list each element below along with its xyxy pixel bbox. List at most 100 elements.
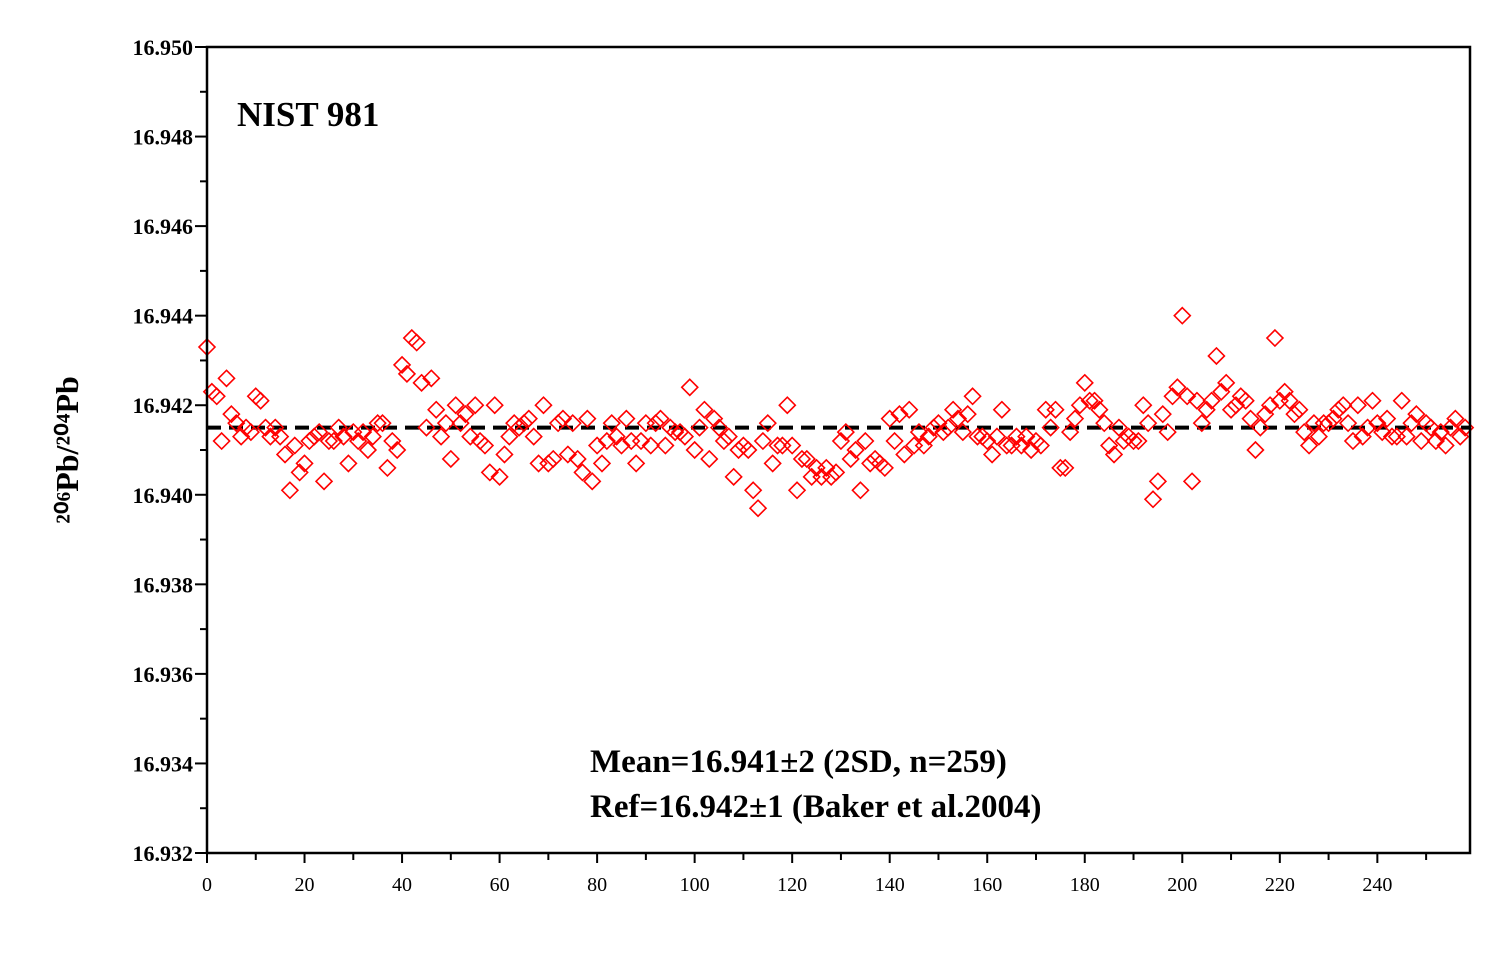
x-tick-label: 0 bbox=[202, 874, 212, 896]
data-point bbox=[1382, 427, 1402, 446]
data-point bbox=[285, 436, 304, 455]
data-point bbox=[509, 418, 529, 437]
data-point bbox=[271, 427, 290, 446]
data-point bbox=[305, 427, 324, 446]
data-point bbox=[1407, 405, 1426, 424]
data-point bbox=[422, 369, 441, 388]
data-point bbox=[1436, 436, 1455, 455]
data-point bbox=[1095, 414, 1114, 433]
data-point bbox=[739, 440, 758, 460]
data-point bbox=[841, 449, 860, 469]
data-point bbox=[1031, 436, 1051, 455]
data-point bbox=[1319, 414, 1338, 433]
data-point bbox=[324, 431, 343, 451]
data-point bbox=[451, 414, 470, 433]
x-tick-label: 40 bbox=[392, 874, 412, 896]
data-point bbox=[1402, 414, 1421, 433]
x-tick-label: 140 bbox=[875, 874, 905, 896]
annotation: Mean=16.941±2 (2SD, n=259) bbox=[590, 744, 1007, 780]
data-point bbox=[392, 355, 412, 375]
annotation: Ref=16.942±1 (Baker et al.2004) bbox=[590, 789, 1041, 825]
data-point bbox=[875, 458, 894, 478]
data-point bbox=[831, 431, 851, 451]
y-tick-label: 16.944 bbox=[133, 304, 194, 329]
data-point bbox=[934, 422, 953, 442]
data-point bbox=[1168, 378, 1187, 397]
data-point bbox=[402, 328, 421, 348]
data-point bbox=[275, 445, 295, 464]
data-point bbox=[1236, 391, 1255, 410]
data-point bbox=[758, 414, 777, 433]
data-point bbox=[846, 440, 865, 460]
data-point bbox=[592, 454, 612, 473]
x-tick-label: 220 bbox=[1265, 874, 1295, 896]
data-point bbox=[553, 409, 573, 428]
data-point bbox=[485, 396, 504, 415]
data-point bbox=[436, 414, 456, 433]
data-point bbox=[514, 414, 534, 433]
data-point bbox=[1041, 418, 1060, 437]
data-point bbox=[310, 422, 329, 442]
data-point bbox=[1109, 418, 1129, 437]
data-point bbox=[1153, 405, 1172, 424]
data-point bbox=[1134, 396, 1153, 415]
data-point bbox=[817, 458, 836, 478]
data-point bbox=[207, 387, 226, 406]
data-point bbox=[773, 436, 792, 455]
y-tick-label: 16.942 bbox=[133, 393, 194, 418]
data-point bbox=[407, 333, 426, 352]
data-point bbox=[266, 418, 285, 437]
data-point bbox=[778, 396, 797, 415]
data-point bbox=[490, 467, 509, 486]
y-tick-label: 16.934 bbox=[133, 751, 194, 776]
data-point bbox=[1192, 414, 1211, 433]
data-point bbox=[524, 427, 543, 446]
plot-frame bbox=[205, 45, 1472, 855]
data-point bbox=[1207, 346, 1226, 366]
data-point bbox=[851, 481, 870, 500]
data-point bbox=[1265, 328, 1285, 348]
data-point bbox=[563, 414, 582, 433]
data-point bbox=[1182, 472, 1202, 491]
data-point bbox=[1124, 431, 1143, 451]
y-tick-label: 16.938 bbox=[133, 572, 194, 597]
data-point bbox=[446, 396, 465, 415]
data-point bbox=[822, 467, 841, 486]
data-point bbox=[539, 454, 558, 473]
data-point bbox=[1129, 431, 1148, 451]
x-tick-label: 20 bbox=[295, 874, 315, 896]
data-point bbox=[280, 481, 300, 500]
data-point bbox=[641, 436, 660, 455]
data-point bbox=[919, 427, 938, 446]
data-point bbox=[948, 409, 968, 428]
data-point bbox=[997, 436, 1016, 455]
data-point bbox=[1324, 409, 1343, 428]
data-point bbox=[1441, 418, 1460, 437]
data-point bbox=[700, 449, 719, 469]
data-point bbox=[958, 405, 977, 424]
data-point bbox=[1368, 414, 1387, 433]
data-point bbox=[378, 458, 397, 478]
data-point bbox=[1256, 405, 1275, 424]
data-point bbox=[870, 454, 890, 473]
data-point bbox=[1070, 396, 1090, 415]
data-point bbox=[1060, 422, 1080, 442]
data-point bbox=[1363, 391, 1382, 410]
data-point bbox=[295, 454, 314, 473]
data-point bbox=[836, 422, 855, 442]
data-point bbox=[578, 409, 597, 428]
data-point bbox=[612, 436, 631, 455]
data-point bbox=[246, 387, 265, 406]
data-point bbox=[631, 431, 651, 451]
data-point bbox=[1285, 405, 1304, 424]
data-point bbox=[705, 409, 724, 428]
data-point bbox=[1280, 391, 1299, 410]
data-point bbox=[300, 431, 319, 451]
data-point bbox=[417, 418, 436, 437]
data-point bbox=[1431, 422, 1450, 442]
data-point bbox=[319, 431, 339, 451]
x-tick-label: 180 bbox=[1070, 874, 1100, 896]
data-point bbox=[744, 481, 763, 500]
data-point bbox=[626, 454, 646, 473]
